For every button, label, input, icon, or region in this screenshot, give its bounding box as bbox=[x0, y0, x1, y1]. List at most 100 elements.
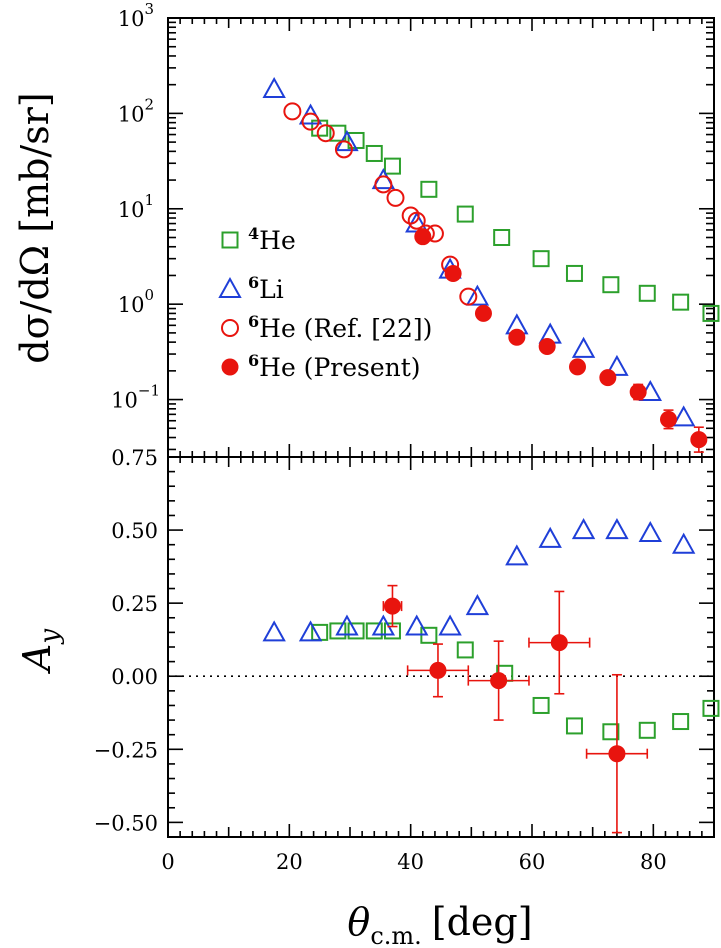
x-axis-title: θc.m. [deg] bbox=[347, 900, 532, 948]
cm-sub: c.m. bbox=[370, 922, 421, 948]
theta: θ bbox=[347, 900, 370, 944]
data-point bbox=[456, 641, 474, 659]
data-point bbox=[508, 328, 526, 346]
data-point bbox=[407, 211, 426, 230]
legend-text: He (Present) bbox=[259, 353, 420, 382]
legend-marker bbox=[221, 231, 239, 249]
data-point bbox=[414, 228, 432, 246]
data-point bbox=[550, 634, 568, 652]
data-point bbox=[690, 431, 708, 449]
data-point bbox=[532, 696, 550, 714]
legend-label: 4He bbox=[248, 224, 296, 255]
y-tick-exp: 1 bbox=[144, 191, 154, 209]
legend-marker bbox=[221, 319, 239, 337]
data-point bbox=[660, 410, 677, 428]
ay-sub: y bbox=[35, 629, 65, 645]
data-point bbox=[672, 713, 690, 731]
data-point bbox=[262, 620, 286, 642]
series-4he bbox=[311, 119, 720, 322]
y-tick-base: 10 bbox=[111, 389, 138, 413]
legend-sup: 6 bbox=[248, 351, 259, 370]
y-tick-exp: −1 bbox=[138, 382, 160, 400]
data-point bbox=[365, 622, 383, 640]
data-point bbox=[301, 112, 320, 131]
data-point bbox=[262, 76, 286, 99]
data-point bbox=[602, 723, 620, 741]
data-point bbox=[335, 614, 359, 636]
series-6li bbox=[262, 518, 696, 642]
deg-unit: [deg] bbox=[432, 900, 533, 944]
data-point bbox=[474, 304, 492, 322]
data-point bbox=[671, 405, 696, 427]
data-point bbox=[420, 180, 438, 198]
legend-sup: 6 bbox=[248, 273, 259, 292]
data-point bbox=[347, 622, 365, 640]
legend-text: He bbox=[259, 226, 296, 255]
y-tick-label-bottom: 0.75 bbox=[111, 446, 158, 470]
y-axis-title-top: dσ/dΩ [mb/sr] bbox=[13, 92, 57, 363]
data-point bbox=[383, 157, 401, 175]
data-point bbox=[565, 717, 583, 735]
data-point bbox=[405, 614, 429, 636]
legend-label: 6He (Present) bbox=[248, 351, 421, 382]
ay-main: A bbox=[15, 644, 59, 674]
y-tick-label-top: 10−1 bbox=[111, 382, 160, 413]
y-tick-label-top: 102 bbox=[118, 95, 154, 126]
y-tick-base: 10 bbox=[118, 198, 145, 222]
data-point bbox=[638, 284, 656, 302]
y-axis-title-bottom: Ay bbox=[15, 629, 65, 674]
data-point bbox=[374, 175, 393, 194]
x-tick-label: 80 bbox=[640, 850, 667, 874]
x-tick-label: 20 bbox=[276, 850, 303, 874]
data-point bbox=[569, 358, 586, 376]
data-point bbox=[365, 144, 383, 162]
x-tick-label: 0 bbox=[161, 850, 174, 874]
x-tick-label: 60 bbox=[519, 850, 546, 874]
x-tick-label: 40 bbox=[397, 850, 424, 874]
data-point bbox=[629, 383, 647, 401]
data-point bbox=[459, 287, 478, 306]
data-point bbox=[638, 520, 662, 542]
legend-marker bbox=[218, 276, 242, 298]
data-point bbox=[602, 276, 620, 294]
data-point bbox=[316, 124, 335, 143]
y-tick-label-top: 100 bbox=[118, 286, 154, 317]
legend-label: 6Li bbox=[248, 273, 284, 304]
data-point bbox=[605, 354, 629, 376]
data-point bbox=[538, 526, 562, 548]
data-point bbox=[493, 229, 511, 246]
data-point bbox=[438, 614, 462, 636]
data-point bbox=[401, 206, 420, 225]
data-point bbox=[605, 518, 629, 540]
y-tick-label-bottom: 0.50 bbox=[111, 519, 158, 543]
y-tick-label-top: 103 bbox=[118, 0, 154, 31]
legend-sup: 4 bbox=[248, 224, 259, 243]
data-point bbox=[702, 304, 720, 322]
data-point bbox=[456, 205, 474, 223]
y-tick-label-bottom: −0.25 bbox=[94, 738, 158, 762]
data-point bbox=[571, 518, 596, 540]
data-point bbox=[565, 264, 583, 282]
data-point bbox=[672, 293, 690, 311]
bottom-frame bbox=[167, 456, 715, 838]
legend-marker bbox=[221, 358, 239, 376]
data-point bbox=[334, 140, 353, 159]
data-point bbox=[329, 622, 347, 640]
y-tick-base: 10 bbox=[118, 7, 145, 31]
y-tick-label-bottom: −0.50 bbox=[94, 811, 158, 835]
data-point bbox=[571, 336, 596, 358]
data-point bbox=[702, 699, 720, 717]
data-point bbox=[444, 264, 462, 282]
data-point bbox=[386, 188, 405, 207]
data-point bbox=[505, 544, 529, 566]
series-6he-present bbox=[414, 228, 708, 453]
legend-text: He (Ref. [22]) bbox=[259, 314, 432, 343]
data-point bbox=[638, 721, 656, 739]
y-tick-label-bottom: 0.25 bbox=[111, 592, 158, 616]
legend-label: 6He (Ref. [22]) bbox=[248, 312, 432, 343]
data-point bbox=[671, 532, 696, 554]
data-point bbox=[429, 661, 447, 679]
y-tick-label-bottom: 0.00 bbox=[111, 665, 158, 689]
data-point bbox=[383, 597, 401, 615]
